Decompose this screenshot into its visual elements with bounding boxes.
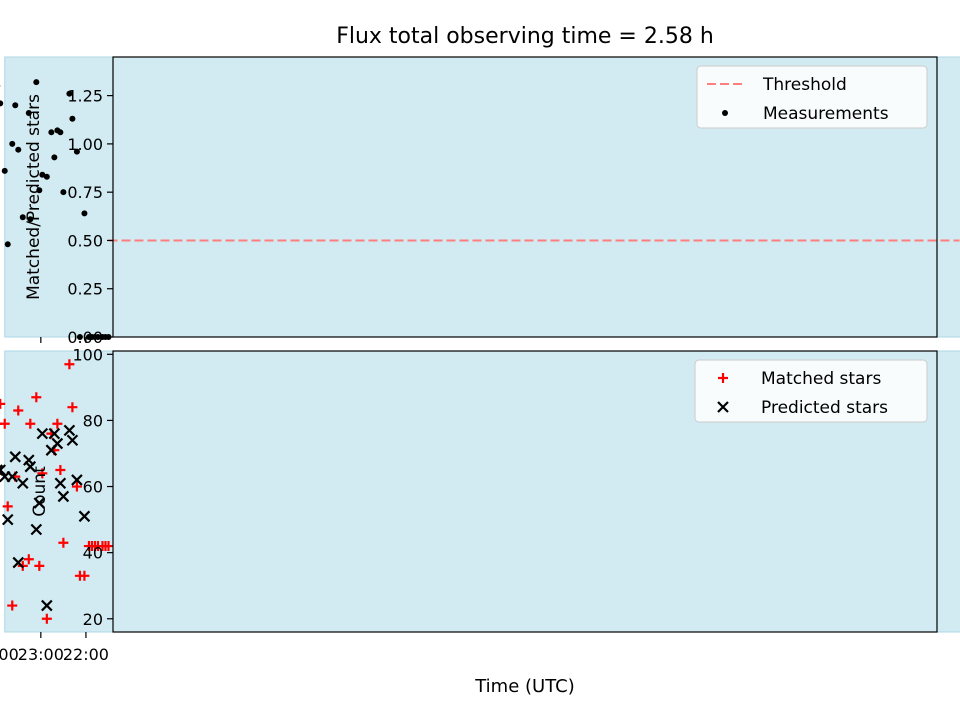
predicted-marker (33, 497, 46, 509)
matched-marker (13, 405, 24, 416)
matched-marker (0, 422, 3, 425)
matched-marker (58, 537, 69, 548)
predicted-marker (78, 510, 91, 523)
measurement-point (43, 173, 50, 180)
y-tick-label: 40 (83, 544, 103, 563)
legend-box (694, 359, 928, 423)
measurement-point (51, 154, 58, 161)
matched-marker (0, 398, 6, 409)
predicted-marker (41, 599, 53, 612)
measurement-point (36, 187, 43, 194)
measurement-point (39, 171, 46, 178)
y-tick-label: 20 (83, 610, 103, 629)
legend-predicted-swatch (717, 401, 729, 413)
measurement-point (54, 127, 61, 134)
matched-marker (25, 418, 36, 429)
y-tick-label: 0.25 (67, 280, 103, 299)
measurement-point (73, 148, 80, 155)
measurement-point (81, 210, 88, 217)
y-axis-label: Matched/Predicted stars (24, 94, 44, 300)
predicted-marker (66, 434, 79, 447)
y-tick-label: 100 (72, 345, 103, 364)
legend-label: Measurements (763, 104, 889, 124)
matched-marker (67, 402, 78, 413)
y-tick-label: 0.75 (67, 183, 103, 202)
measurement-point (15, 146, 22, 153)
measurement-point (66, 90, 73, 97)
matched-marker (83, 541, 94, 552)
measurement-point (27, 216, 34, 223)
predicted-marker (36, 427, 49, 440)
predicted-marker (30, 523, 43, 536)
measurement-point (1, 167, 8, 174)
predicted-marker (9, 451, 22, 463)
y-tick-label: 1.00 (67, 135, 103, 154)
measurement-point (99, 334, 106, 340)
legend-label: Matched stars (761, 369, 881, 389)
x-axis-label: Time (UTC) (474, 676, 575, 697)
top-panel: 0.00 0.25 0.50 0.75 1.00 1.25 Matched/Predicte… (0, 56, 960, 347)
legend-box (696, 65, 928, 129)
bottom-panel: 2040608010022:0023:0000:0001:0002:00Coun… (0, 345, 960, 664)
predicted-marker (17, 477, 29, 490)
matched-marker (41, 613, 52, 624)
legend: Matched stars Predicted stars (694, 359, 928, 423)
y-tick-label: 60 (83, 478, 103, 497)
matched-marker (55, 465, 66, 476)
matched-marker (31, 392, 42, 403)
matched-marker (23, 554, 34, 565)
x-tick-label: 22:00 (63, 645, 109, 664)
predicted-marker (45, 444, 58, 456)
measurement-point (33, 79, 40, 86)
plot-frame (112, 350, 938, 633)
y-axis-label: Count (30, 466, 50, 517)
measurement-point (60, 189, 67, 196)
y-tick-label: 80 (83, 411, 103, 430)
predicted-marker (48, 427, 61, 440)
predicted-marker (71, 474, 83, 486)
measurement-point (25, 110, 32, 116)
measurement-point (76, 334, 83, 340)
matched-marker (7, 600, 18, 611)
measurement-point (12, 102, 19, 109)
legend-matched-swatch (718, 373, 728, 383)
x-tick-label: 00:00 (0, 645, 19, 664)
matched-marker (34, 560, 45, 571)
predicted-marker (1, 513, 14, 526)
legend-label: Predicted stars (761, 398, 888, 418)
chart-title: Flux total observing time = 2.58 h (336, 24, 714, 49)
matched-marker (64, 359, 75, 370)
predicted-marker (12, 556, 25, 569)
legend-label: Threshold (762, 75, 847, 95)
measurement-point (9, 140, 16, 147)
measurement-point (48, 129, 55, 136)
matched-marker (52, 418, 63, 429)
x-tick-label: 23:00 (18, 645, 64, 664)
matched-marker (2, 501, 13, 512)
predicted-marker (57, 490, 70, 503)
measurement-point (4, 241, 11, 248)
legend: Threshold Measurements (696, 65, 928, 129)
y-tick-label: 0.00 (67, 328, 103, 347)
predicted-marker (0, 464, 3, 476)
measurement-point (85, 334, 92, 340)
predicted-marker (63, 424, 76, 437)
legend-measurement-swatch (722, 110, 728, 116)
matched-marker (71, 481, 82, 492)
y-tick-label: 1.25 (67, 87, 103, 106)
measurement-point (0, 100, 4, 107)
measurement-point (19, 214, 26, 221)
predicted-marker (0, 464, 7, 476)
matched-marker (74, 570, 85, 581)
plot-frame (112, 56, 938, 338)
predicted-marker (23, 454, 35, 466)
matched-marker (37, 468, 48, 479)
predicted-marker (54, 477, 67, 490)
measurement-point (69, 115, 76, 122)
y-tick-label: 0.50 (67, 231, 103, 250)
